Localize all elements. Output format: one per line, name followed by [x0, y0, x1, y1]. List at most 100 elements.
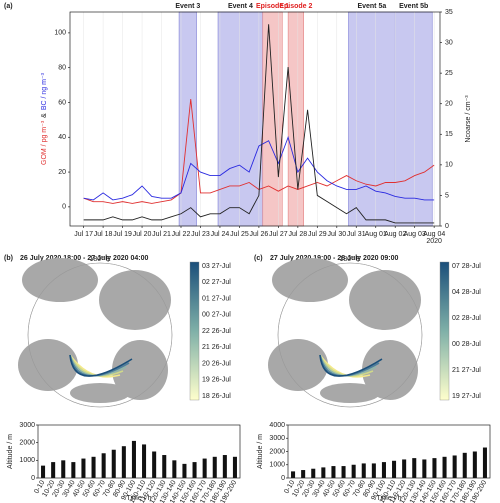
- event-label: Episode 2: [279, 3, 312, 10]
- event-label: Event 3: [175, 3, 200, 10]
- bar: [482, 447, 487, 478]
- bar: [381, 462, 386, 478]
- plot-frame: [69, 11, 441, 227]
- x-tick-label: Aug 02: [384, 231, 406, 238]
- trajectory: [69, 354, 124, 377]
- colorbar-label: 20 26-Jul: [202, 360, 231, 367]
- x-tick-label: Jul 27: [269, 231, 288, 238]
- colorbar-label: 03 27-Jul: [202, 263, 231, 270]
- x-tick-label: Jul 29: [308, 231, 327, 238]
- y-axis-label-part: GOM / pg m⁻³: [41, 120, 48, 165]
- trajectory: [319, 354, 374, 377]
- bar: [412, 458, 417, 478]
- y-axis-label: GOM / pg m⁻³ & BC / ng m⁻³: [41, 72, 48, 165]
- event-label: Event 5b: [399, 3, 428, 10]
- map-label: 180° E: [89, 255, 110, 263]
- series-line: [83, 24, 435, 224]
- bar: [91, 456, 96, 478]
- land: [70, 383, 130, 403]
- colorbar-label: 18 26-Jul: [202, 393, 231, 400]
- x-tick-label: Jul 25: [230, 231, 249, 238]
- y2-tick-label: 20: [445, 101, 453, 108]
- land: [272, 258, 348, 302]
- bar: [152, 451, 157, 478]
- x-axis-label: Time / h: [126, 495, 151, 502]
- bar: [331, 466, 336, 478]
- trajectory: [69, 354, 133, 377]
- bar: [202, 458, 207, 478]
- bar: [232, 456, 237, 478]
- trajectory: [319, 354, 383, 377]
- colorbar-label: 00 27-Jul: [202, 312, 231, 319]
- colorbar-label: 01 27-Jul: [202, 295, 231, 302]
- x-tick-label: Jul 21: [152, 231, 171, 238]
- colorbar-label: 21 27-Jul: [452, 367, 481, 374]
- bar: [351, 464, 356, 478]
- bar: [462, 452, 467, 478]
- y2-tick-label: 25: [445, 70, 453, 77]
- bar: [162, 455, 167, 478]
- y-tick-label: 1000: [269, 462, 285, 469]
- panel-label: (a): [4, 3, 13, 10]
- series-line: [83, 135, 435, 201]
- bar: [212, 456, 217, 478]
- colorbar-label: 04 28-Jul: [452, 289, 481, 296]
- y2-tick-label: 15: [445, 131, 453, 138]
- panel-title: 26 July 2020 18:00 - 27 July 2020 04:00: [20, 255, 149, 262]
- y2-tick-label: 10: [445, 162, 453, 169]
- colorbar-label: 19 26-Jul: [202, 377, 231, 384]
- y-tick-label: 0: [281, 475, 285, 482]
- trajectory: [69, 354, 127, 377]
- bar: [321, 467, 326, 478]
- land: [99, 270, 171, 330]
- map-label: 180° E: [339, 255, 360, 263]
- y-tick-label: 3000: [19, 422, 35, 429]
- panel-label: (b): [4, 255, 13, 262]
- y-tick-label: 2000: [19, 440, 35, 447]
- colorbar: [189, 261, 200, 401]
- y-tick-label: 40: [58, 134, 66, 141]
- land: [320, 383, 380, 403]
- bar: [121, 446, 126, 478]
- y-tick-label: 20: [58, 169, 66, 176]
- bar: [61, 460, 66, 478]
- bar: [41, 465, 46, 478]
- x-tick-label: Jul 20: [133, 231, 152, 238]
- bar: [51, 462, 56, 478]
- x-tick-label: Aug 04: [423, 231, 445, 238]
- trajectory: [319, 354, 377, 377]
- x-tick-label: Jul 28: [288, 231, 307, 238]
- colorbar-label: 02 28-Jul: [452, 315, 481, 322]
- y2-tick-label: 0: [445, 223, 449, 230]
- event-band: [394, 11, 433, 227]
- y2-axis-label: Ncoarse / cm⁻³: [465, 95, 472, 143]
- y-tick-label: 1000: [19, 457, 35, 464]
- x-tick-label: Jul 22: [172, 231, 191, 238]
- event-band: [262, 11, 283, 227]
- bar: [111, 449, 116, 478]
- colorbar-label: 19 27-Jul: [452, 393, 481, 400]
- y2-tick-label: 5: [445, 192, 449, 199]
- land: [18, 339, 78, 391]
- y-axis-label-part: &: [41, 113, 48, 118]
- y-tick-label: 3000: [269, 435, 285, 442]
- x-tick-label: Aug 03: [404, 231, 426, 238]
- land: [349, 270, 421, 330]
- event-band: [217, 11, 264, 227]
- colorbar-label: 00 28-Jul: [452, 341, 481, 348]
- bar: [371, 463, 376, 478]
- bar: [402, 459, 407, 478]
- bar: [361, 463, 366, 478]
- bar: [301, 470, 306, 478]
- colorbar-label: 22 26-Jul: [202, 328, 231, 335]
- land: [362, 340, 418, 400]
- y2-tick-label: 30: [445, 39, 453, 46]
- map-clip: [277, 262, 423, 408]
- y-tick-label: 100: [54, 30, 66, 37]
- bar: [71, 462, 76, 478]
- map-clip: [27, 262, 173, 408]
- event-label: Episode 1: [256, 3, 289, 10]
- bar: [392, 460, 397, 478]
- event-label: Event 4: [228, 3, 253, 10]
